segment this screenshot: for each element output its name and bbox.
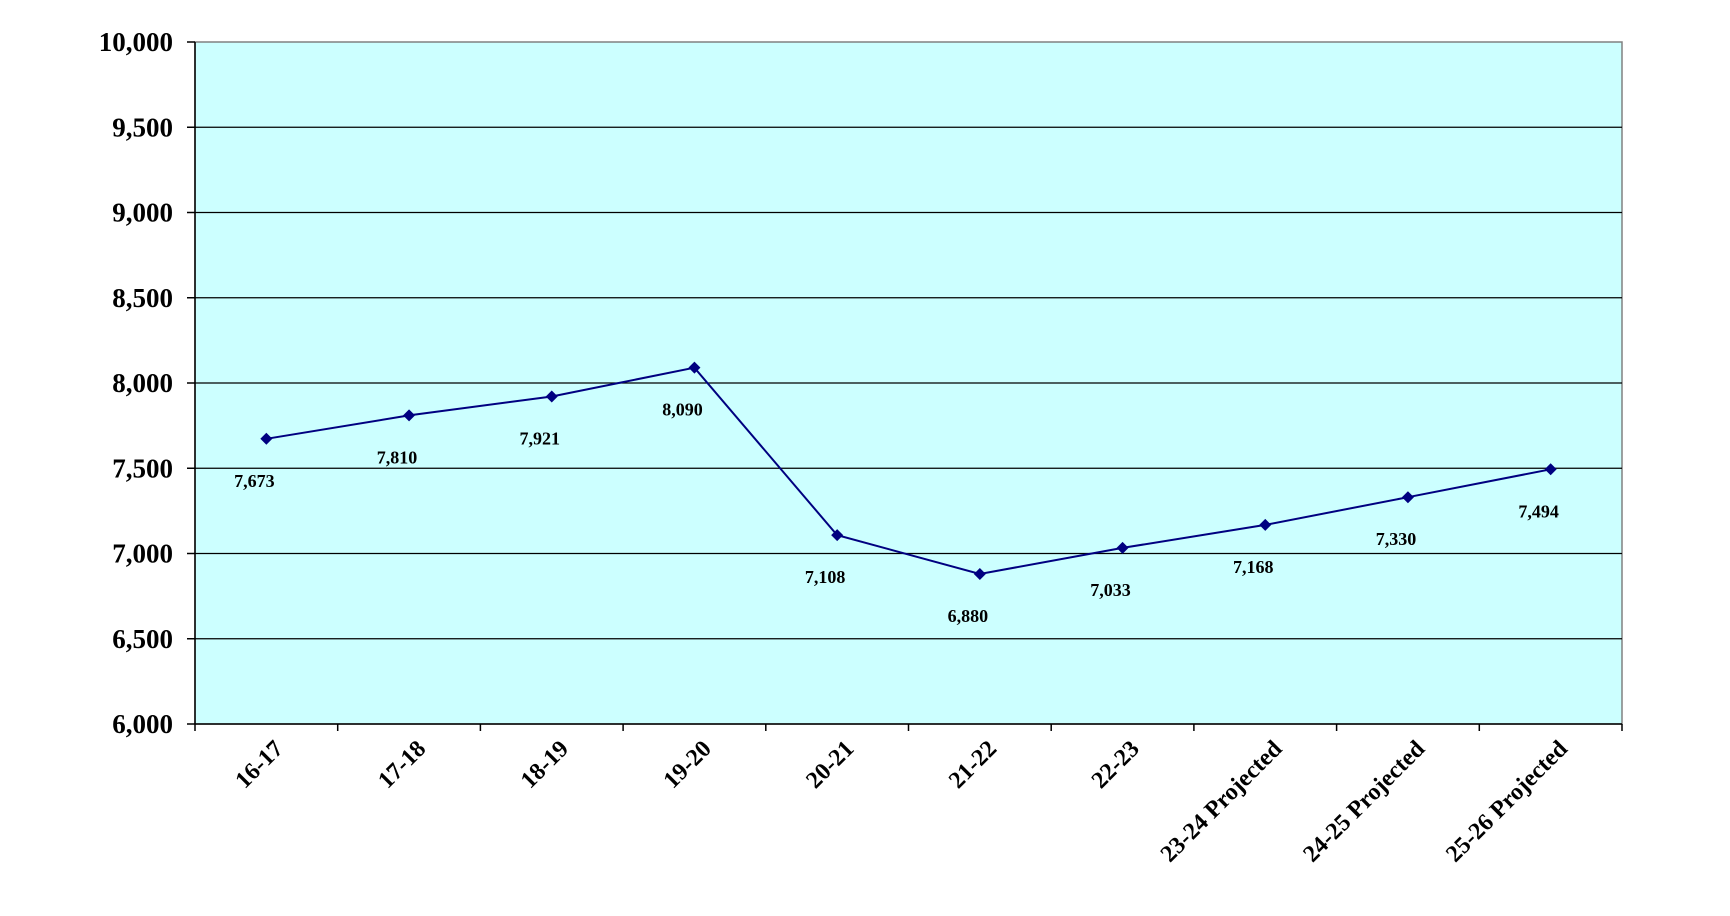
y-axis-ticks: 6,000 6,500 7,000 7,500 8,000 8,500 9,000 9,500… — [99, 27, 173, 739]
data-point-marker — [545, 390, 558, 403]
data-point-marker — [403, 409, 416, 422]
x-tick-label: 16-17 — [231, 736, 289, 794]
data-label: 7,033 — [1090, 580, 1131, 600]
data-point-marker — [1259, 518, 1272, 531]
y-tick-label: 7,500 — [112, 453, 173, 483]
data-label: 7,330 — [1376, 529, 1417, 549]
y-tick-label: 8,000 — [112, 368, 173, 398]
data-label: 7,921 — [520, 428, 561, 448]
series-line — [266, 366, 1551, 576]
y-tick-label: 9,000 — [112, 198, 173, 228]
data-label: 7,673 — [234, 471, 275, 491]
gridlines — [187, 41, 1623, 731]
data-label: 7,108 — [805, 567, 846, 587]
data-label: 7,494 — [1518, 501, 1559, 521]
data-label: 8,090 — [662, 400, 703, 420]
x-tick-label: 25-26 Projected — [1441, 735, 1573, 867]
data-labels: 7,673 7,810 7,921 8,090 7,108 6,880 7,033 7,168… — [234, 400, 1559, 626]
data-point-marker — [1116, 541, 1129, 554]
data-label: 6,880 — [948, 606, 989, 626]
x-tick-label: 21-22 — [944, 736, 1002, 794]
y-tick-label: 9,500 — [112, 112, 173, 142]
x-tick-label: 22-23 — [1087, 736, 1145, 794]
y-tick-label: 6,000 — [112, 709, 173, 739]
data-markers — [260, 361, 1557, 580]
y-tick-label: 8,500 — [112, 283, 173, 313]
x-tick-label: 19-20 — [659, 736, 717, 794]
x-tick-label: 20-21 — [801, 736, 859, 794]
data-label: 7,810 — [377, 447, 418, 467]
data-point-marker — [1401, 491, 1414, 504]
y-tick-label: 10,000 — [99, 27, 173, 57]
data-point-marker — [260, 432, 273, 445]
x-tick-label: 23-24 Projected — [1156, 735, 1288, 867]
data-point-marker — [973, 567, 986, 580]
data-point-marker — [688, 361, 701, 374]
x-tick-label: 24-25 Projected — [1299, 735, 1431, 867]
data-point-marker — [831, 529, 844, 542]
data-point-marker — [1544, 463, 1557, 476]
x-tick-label: 17-18 — [373, 736, 431, 794]
x-tick-label: 18-19 — [516, 736, 574, 794]
x-axis-ticks: 16-17 17-18 18-19 19-20 20-21 21-22 22-23 23-24… — [231, 735, 1574, 867]
y-tick-label: 7,000 — [112, 539, 173, 569]
data-label: 7,168 — [1233, 557, 1274, 577]
y-tick-label: 6,500 — [112, 624, 173, 654]
